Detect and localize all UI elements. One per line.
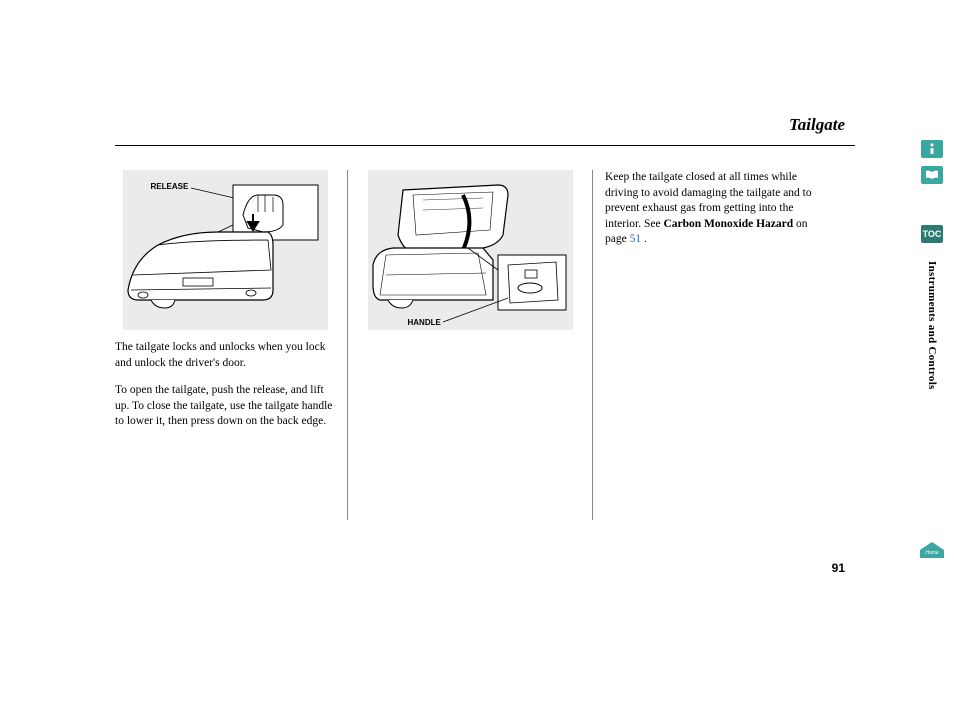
info-icon[interactable] <box>921 140 943 158</box>
col3-para1: Keep the tailgate closed at all times wh… <box>605 170 830 248</box>
page-number: 91 <box>832 561 845 575</box>
col3-text-c: . <box>641 233 647 245</box>
column-separator-1 <box>347 170 348 520</box>
home-button[interactable]: Home <box>918 540 946 560</box>
toc-label: TOC <box>923 229 942 239</box>
figure-release: RELEASE <box>123 170 328 330</box>
page-title: Tailgate <box>789 115 845 135</box>
figure-label-release: RELEASE <box>151 182 189 191</box>
column-3: Keep the tailgate closed at all times wh… <box>605 170 830 520</box>
side-rail: TOC Instruments and Controls <box>918 140 946 390</box>
column-separator-2 <box>592 170 593 520</box>
column-1: RELEASE <box>115 170 335 520</box>
col1-para1: The tailgate locks and unlocks when you … <box>115 340 335 371</box>
figure-handle: HANDLE <box>368 170 573 330</box>
toc-button[interactable]: TOC <box>921 225 943 243</box>
book-icon[interactable] <box>921 166 943 184</box>
handle-illustration-icon <box>368 170 573 330</box>
col1-para2: To open the tailgate, push the release, … <box>115 383 335 430</box>
col3-bold: Carbon Monoxide Hazard <box>663 218 793 230</box>
home-label: Home <box>925 550 939 556</box>
figure-label-handle: HANDLE <box>408 318 441 327</box>
content-columns: RELEASE <box>115 170 855 520</box>
page-ref-link[interactable]: 51 <box>630 233 642 245</box>
rule-top <box>115 145 855 146</box>
section-label: Instruments and Controls <box>926 261 938 390</box>
column-2: HANDLE <box>360 170 580 520</box>
release-illustration-icon <box>123 170 328 330</box>
manual-page: Tailgate RELEASE <box>115 115 855 575</box>
